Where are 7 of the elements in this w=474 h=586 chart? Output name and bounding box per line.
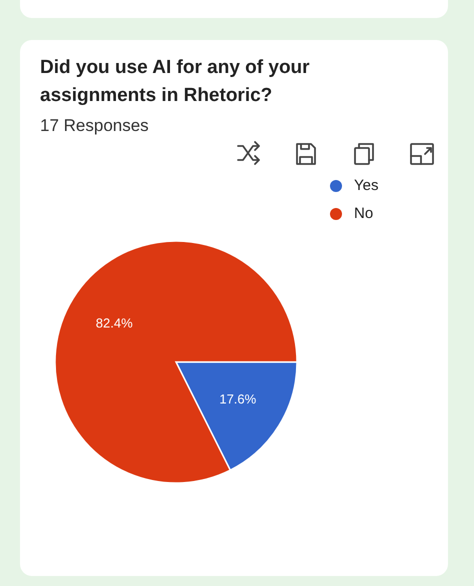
pie-slice (54, 240, 298, 484)
data-label: 17.6% (219, 392, 257, 407)
chart-title: Did you use AI for any of your assignments in Rhetoric? (40, 57, 310, 106)
legend-label: Yes (354, 176, 378, 194)
data-label: 82.4% (96, 315, 134, 330)
legend-label: No (354, 204, 374, 222)
chart-subtitle: 17 Responses (40, 116, 149, 135)
